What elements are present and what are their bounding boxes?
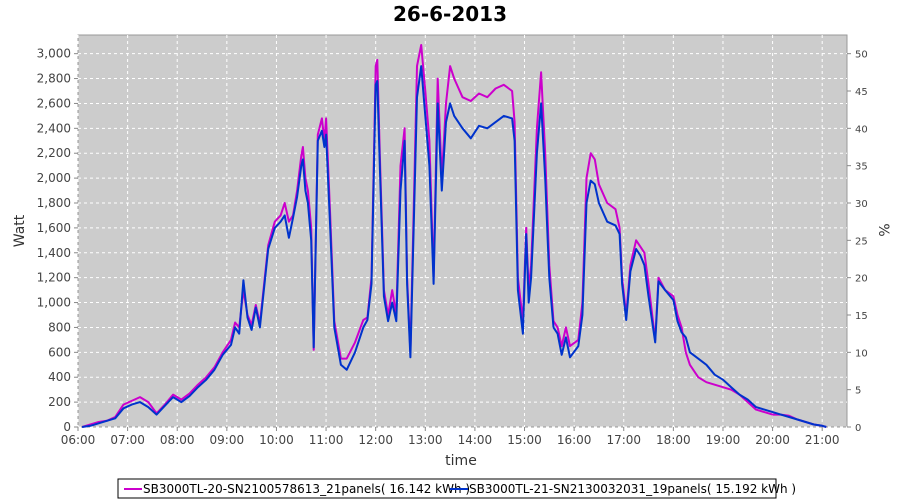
- y2-tick-label: 30: [855, 199, 868, 210]
- x-tick-label: 17:00: [606, 433, 641, 447]
- series-lines: [81, 44, 827, 428]
- y-axis-ticks: 0 200 400 600 800 1,000 1,200 1,400 1,600 1,800 2,…: [37, 47, 78, 434]
- y2-tick-label: 10: [855, 348, 868, 359]
- legend: SB3000TL-20-SN2100578613_21panels( 16.14…: [117, 478, 796, 499]
- y-tick-label: 1,400: [37, 246, 71, 260]
- y2-tick-label: 35: [855, 162, 868, 173]
- y-tick-label: 1,000: [37, 296, 71, 310]
- y-tick-label: 2,600: [37, 96, 71, 110]
- x-tick-label: 15:00: [507, 433, 542, 447]
- legend-label-series-2: SB3000TL-21-SN2130032031_19panels( 15.19…: [469, 482, 796, 496]
- y-tick-label: 2,800: [37, 72, 71, 86]
- x-tick-label: 14:00: [458, 433, 493, 447]
- y-tick-label: 3,000: [37, 47, 71, 61]
- y-tick-label: 1,200: [37, 271, 71, 285]
- x-tick-label: 19:00: [706, 433, 741, 447]
- y2-axis-label: %: [875, 223, 891, 236]
- y2-tick-label: 50: [855, 50, 868, 61]
- y-tick-label: 0: [63, 420, 71, 434]
- x-axis-label: time: [445, 453, 477, 469]
- series-line-2: [81, 65, 827, 428]
- y2-tick-label: 40: [855, 124, 868, 135]
- x-tick-label: 13:00: [408, 433, 443, 447]
- y2-tick-label: 0: [855, 423, 861, 434]
- x-tick-label: 16:00: [557, 433, 592, 447]
- y2-tick-label: 25: [855, 236, 868, 247]
- x-tick-label: 07:00: [110, 433, 145, 447]
- y-tick-label: 800: [48, 320, 71, 334]
- y-tick-label: 400: [48, 370, 71, 384]
- x-tick-label: 09:00: [210, 433, 245, 447]
- chart-title: 26-6-2013: [393, 2, 507, 26]
- x-tick-label: 20:00: [755, 433, 790, 447]
- y2-axis-ticks: 0 5 10 15 20 25 30 35 40 45 50: [847, 50, 868, 434]
- y2-tick-label: 15: [855, 311, 868, 322]
- y2-tick-label: 45: [855, 87, 868, 98]
- y2-tick-label: 5: [855, 386, 861, 397]
- y-tick-label: 2,200: [37, 146, 71, 160]
- y-tick-label: 200: [48, 395, 71, 409]
- gridlines: [77, 35, 847, 428]
- x-tick-label: 18:00: [656, 433, 691, 447]
- y-tick-label: 1,800: [37, 196, 71, 210]
- y-tick-label: 2,000: [37, 171, 71, 185]
- plot-area: [77, 34, 848, 428]
- x-tick-label: 11:00: [309, 433, 344, 447]
- legend-box: [117, 478, 777, 499]
- x-axis-ticks: 06:00 07:00 08:00 09:00 10:00 11:00 12:00 13:00…: [61, 427, 840, 447]
- legend-label-series-1: SB3000TL-20-SN2100578613_21panels( 16.14…: [143, 482, 470, 496]
- y-axis-label: Watt: [12, 214, 28, 247]
- y-tick-label: 2,400: [37, 121, 71, 135]
- x-tick-label: 21:00: [805, 433, 840, 447]
- x-tick-label: 06:00: [61, 433, 96, 447]
- x-tick-label: 10:00: [259, 433, 294, 447]
- x-tick-label: 08:00: [160, 433, 195, 447]
- y-tick-label: 1,600: [37, 221, 71, 235]
- x-tick-label: 12:00: [358, 433, 393, 447]
- y-tick-label: 600: [48, 345, 71, 359]
- y2-tick-label: 20: [855, 274, 868, 285]
